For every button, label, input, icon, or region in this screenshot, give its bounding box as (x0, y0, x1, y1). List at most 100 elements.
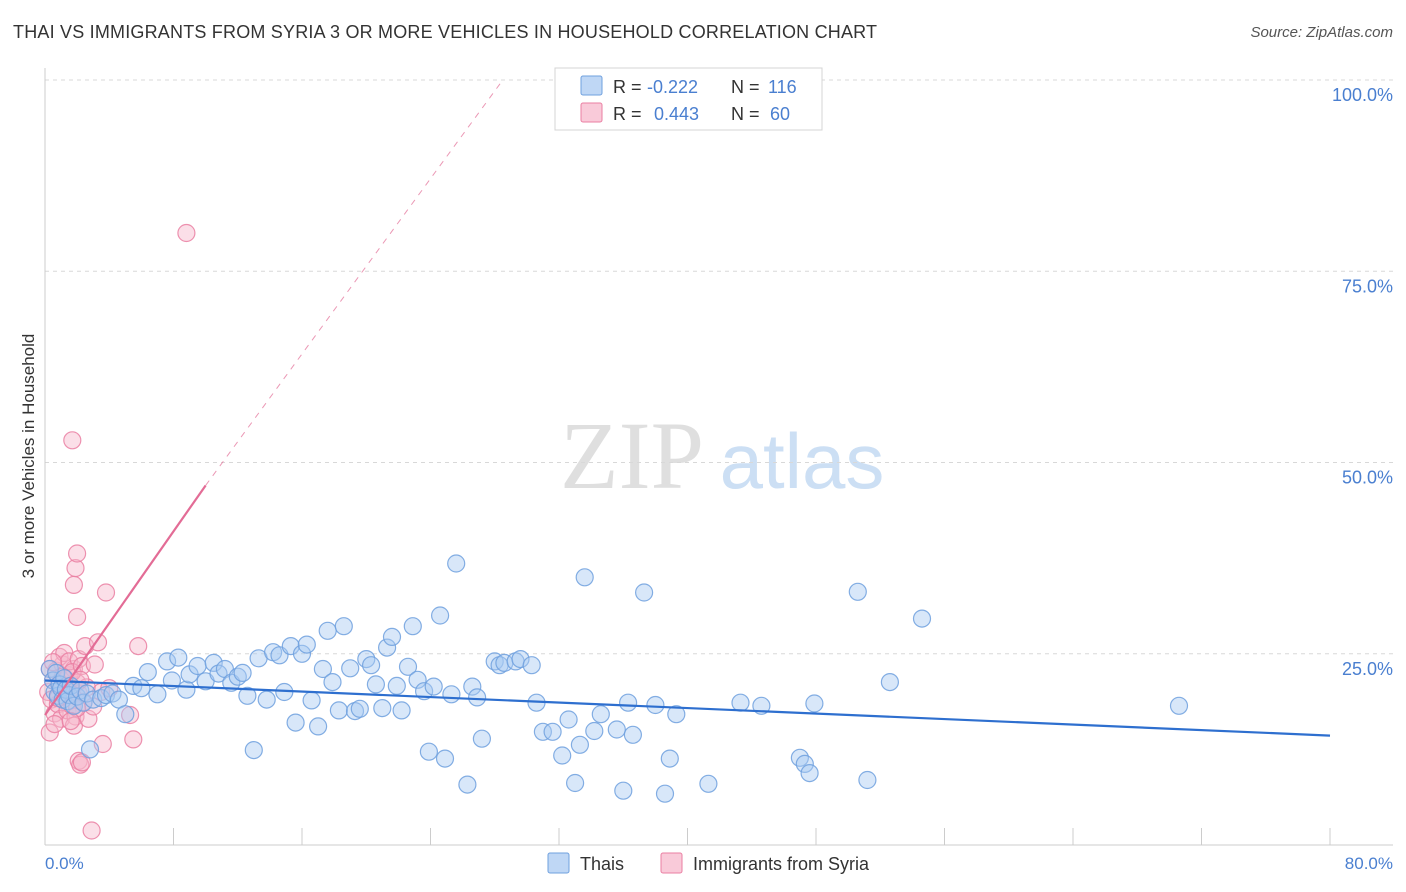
thai-point (80, 740, 100, 759)
thai-point (415, 682, 434, 701)
thai-point (805, 694, 824, 713)
thai-point (323, 672, 342, 692)
thai-point (204, 653, 223, 673)
thai-point (233, 663, 252, 683)
thai-point (362, 656, 381, 675)
thai-point (148, 685, 167, 704)
y-tick-label-50: 50.0% (1342, 468, 1393, 488)
thai-point (570, 735, 590, 754)
thai-point (329, 701, 348, 720)
thai-point (522, 656, 541, 675)
thai-point (472, 729, 491, 748)
legend-thai-swatch (547, 852, 570, 874)
trend-lines (44, 79, 1331, 737)
thai-point (1169, 696, 1189, 715)
syria-point (72, 753, 92, 772)
watermark-atlas: atlas (720, 417, 885, 505)
thai-point (92, 688, 111, 708)
syria-swatch (580, 102, 603, 123)
thai-point (313, 659, 332, 679)
thai-point (468, 688, 487, 707)
thai-point (309, 717, 328, 736)
thai-point (373, 698, 392, 718)
thai-point (345, 701, 365, 721)
thai-point (292, 644, 312, 663)
thai-point (286, 713, 305, 732)
thai-point (731, 693, 750, 712)
thai-point (158, 652, 177, 671)
thai-point (357, 649, 376, 669)
watermark-zip: ZIP (560, 402, 704, 509)
thai-point (341, 659, 360, 678)
thai-point (790, 748, 810, 767)
thai-point (116, 705, 135, 724)
thai-r-label: R = (613, 77, 642, 97)
syria-point (63, 431, 82, 450)
syria-point (85, 655, 104, 674)
thai-point (424, 677, 443, 696)
syria-point (124, 730, 143, 749)
thai-point (848, 582, 867, 601)
syria-point (96, 583, 116, 602)
syria-point (61, 711, 80, 731)
thai-point (297, 635, 316, 654)
legend-syria-swatch (660, 852, 683, 874)
thai-point (463, 677, 482, 696)
thai-point (447, 554, 466, 573)
thai-point (366, 675, 385, 694)
thai-point (382, 627, 402, 647)
syria-trend-line (44, 484, 207, 716)
y-tick-label-100: 100.0% (1332, 85, 1393, 105)
thai-point (634, 583, 654, 602)
syria-point (67, 607, 87, 627)
thai-point (795, 754, 814, 774)
thai-point (699, 774, 718, 793)
thai-point (591, 705, 610, 724)
thai-point (618, 693, 638, 712)
thai-points (40, 554, 1189, 803)
thai-point (553, 746, 572, 765)
thai-point (403, 617, 422, 636)
syria-n-value: 60 (770, 104, 790, 124)
syria-point (64, 575, 84, 595)
syria-r-value: 0.443 (654, 104, 699, 124)
thai-n-label: N = (731, 77, 760, 97)
legend-syria-label: Immigrants from Syria (693, 854, 870, 874)
thai-point (257, 690, 276, 709)
thai-point (912, 609, 932, 628)
thai-point (244, 740, 263, 760)
thai-point (435, 749, 455, 768)
watermark: ZIP atlas (560, 402, 884, 509)
x-tick-label-min: 0.0% (45, 854, 84, 873)
thai-point (138, 662, 157, 682)
thai-point (398, 657, 418, 676)
thai-point (458, 775, 477, 794)
thai-point (302, 691, 321, 710)
syria-trend-extension (205, 79, 504, 486)
thai-point (800, 763, 819, 783)
thai-point (387, 676, 406, 696)
thai-n-value: 116 (768, 77, 797, 97)
thai-point (880, 672, 900, 692)
thai-point (378, 638, 397, 657)
axes (44, 68, 1393, 846)
thai-point (238, 686, 257, 705)
thai-point (660, 749, 679, 768)
thai-point (318, 621, 337, 640)
thai-point (132, 679, 151, 698)
thai-point (585, 721, 604, 741)
source-credit: Source: ZipAtlas.com (1250, 24, 1393, 41)
thai-point (177, 680, 196, 699)
thai-point (209, 664, 228, 683)
syria-point (129, 636, 148, 656)
gridlines: 25.0% 50.0% 75.0% 100.0% (45, 79, 1393, 679)
thai-point (623, 725, 643, 744)
y-axis-title: 3 or more Vehicles in Household (19, 334, 38, 579)
thai-point (419, 742, 438, 761)
thai-point (667, 705, 686, 724)
syria-point (40, 723, 59, 742)
thai-trend-line (44, 679, 1331, 737)
y-tick-label-75: 75.0% (1342, 276, 1393, 296)
legend-thai-label: Thais (580, 854, 624, 874)
